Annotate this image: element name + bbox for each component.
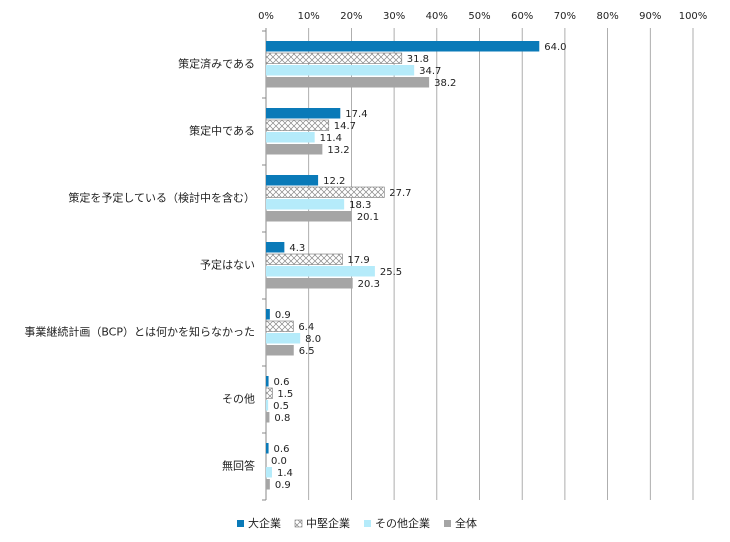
value-label: 20.1 bbox=[357, 212, 379, 223]
x-tick-label: 40% bbox=[426, 11, 448, 22]
value-label: 1.5 bbox=[277, 389, 293, 400]
x-tick-label: 0% bbox=[258, 11, 274, 22]
bar bbox=[266, 278, 353, 289]
bar bbox=[265, 186, 385, 198]
x-tick-label: 90% bbox=[639, 11, 661, 22]
bar bbox=[265, 119, 330, 131]
value-label: 17.4 bbox=[345, 109, 367, 120]
legend-label: 中堅企業 bbox=[306, 516, 350, 530]
value-label: 0.6 bbox=[274, 444, 290, 455]
value-label: 8.0 bbox=[305, 334, 321, 345]
bar bbox=[266, 41, 540, 52]
bar bbox=[266, 211, 352, 222]
value-label: 13.2 bbox=[327, 145, 349, 156]
x-tick-label: 100% bbox=[679, 11, 708, 22]
bar bbox=[266, 345, 294, 356]
bar bbox=[266, 376, 269, 387]
legend-label: 大企業 bbox=[248, 516, 281, 530]
bar bbox=[266, 266, 375, 277]
bar bbox=[266, 77, 430, 88]
legend-label: その他企業 bbox=[375, 516, 430, 530]
value-label: 6.4 bbox=[298, 322, 314, 333]
legend-label: 全体 bbox=[455, 516, 477, 530]
legend-swatch bbox=[237, 520, 244, 527]
value-label: 34.7 bbox=[419, 66, 441, 77]
bar bbox=[266, 443, 269, 454]
legend-swatch bbox=[294, 519, 303, 528]
bar bbox=[266, 412, 270, 423]
value-label: 14.7 bbox=[334, 121, 356, 132]
value-label: 12.2 bbox=[323, 176, 345, 187]
legend-swatch bbox=[444, 520, 451, 527]
value-label: 38.2 bbox=[434, 78, 456, 89]
value-label: 0.8 bbox=[274, 413, 290, 424]
bar bbox=[265, 253, 343, 265]
value-label: 11.4 bbox=[320, 133, 342, 144]
value-label: 64.0 bbox=[544, 42, 566, 53]
bar bbox=[266, 199, 345, 210]
value-label: 0.9 bbox=[275, 310, 291, 321]
value-label: 31.8 bbox=[407, 54, 429, 65]
value-label: 1.4 bbox=[277, 468, 293, 479]
category-label: 予定はない bbox=[200, 258, 255, 272]
bar bbox=[266, 132, 315, 143]
value-label: 0.5 bbox=[273, 401, 289, 412]
value-label: 27.7 bbox=[389, 188, 411, 199]
bar bbox=[266, 333, 301, 344]
value-label: 6.5 bbox=[299, 346, 315, 357]
category-label: 策定を予定している（検討中を含む） bbox=[68, 191, 255, 205]
category-label: 策定済みである bbox=[178, 57, 255, 71]
value-label: 20.3 bbox=[358, 279, 380, 290]
bar bbox=[265, 320, 294, 332]
x-tick-label: 20% bbox=[340, 11, 362, 22]
x-tick-label: 60% bbox=[511, 11, 533, 22]
value-label: 0.0 bbox=[271, 456, 287, 467]
value-label: 17.9 bbox=[347, 255, 369, 266]
bar bbox=[266, 175, 319, 186]
bar bbox=[266, 400, 269, 411]
bar bbox=[265, 387, 273, 399]
value-label: 0.9 bbox=[275, 480, 291, 491]
category-label: その他 bbox=[222, 393, 255, 406]
category-label: 事業継続計画（BCP）とは何かを知らなかった bbox=[24, 325, 255, 339]
x-tick-label: 50% bbox=[468, 11, 490, 22]
category-label: 無回答 bbox=[222, 459, 255, 473]
bar bbox=[266, 144, 323, 155]
bar bbox=[266, 108, 341, 119]
value-label: 25.5 bbox=[380, 267, 402, 278]
bar bbox=[265, 52, 403, 64]
value-label: 4.3 bbox=[289, 243, 305, 254]
x-tick-label: 30% bbox=[383, 11, 405, 22]
x-tick-label: 80% bbox=[596, 11, 618, 22]
bar bbox=[266, 309, 270, 320]
value-label: 18.3 bbox=[349, 200, 371, 211]
bar bbox=[266, 479, 270, 490]
x-tick-label: 10% bbox=[298, 11, 320, 22]
bar bbox=[266, 467, 272, 478]
category-label: 策定中である bbox=[189, 124, 255, 138]
x-tick-label: 70% bbox=[554, 11, 576, 22]
legend-swatch bbox=[364, 520, 371, 527]
bar bbox=[266, 65, 415, 76]
value-label: 0.6 bbox=[274, 377, 290, 388]
bar bbox=[266, 242, 285, 253]
